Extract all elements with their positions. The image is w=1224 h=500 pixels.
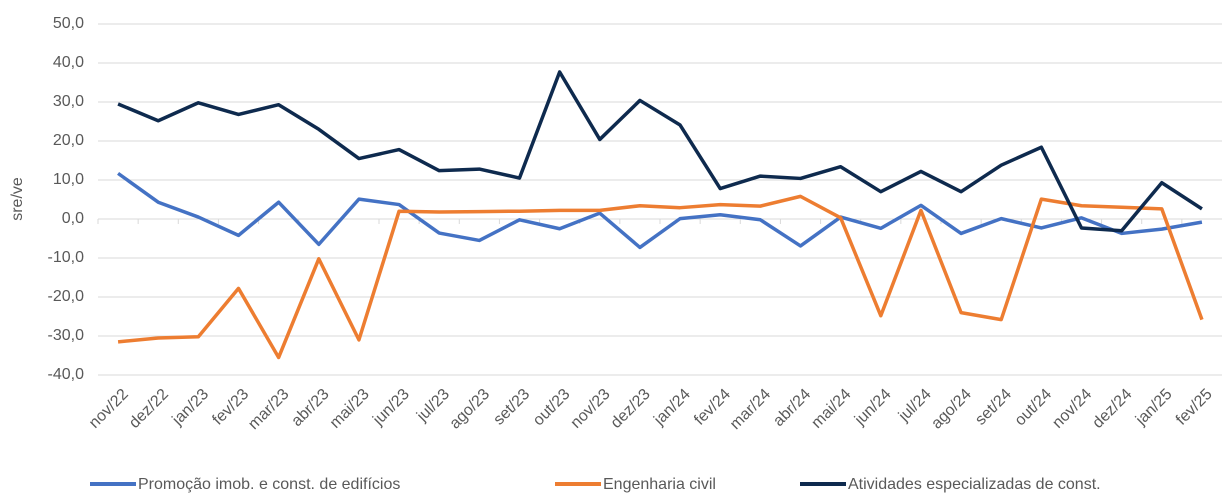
x-tick-label: jun/23: [369, 386, 413, 430]
x-tick-label: jan/24: [650, 386, 694, 430]
x-tick-label: fev/25: [1173, 386, 1216, 429]
y-tick-label: 10,0: [53, 171, 84, 188]
x-tick-label: nov/22: [86, 386, 132, 432]
y-tick-label: 30,0: [53, 93, 84, 110]
y-tick-label: 40,0: [53, 54, 84, 71]
x-tick-label: mai/23: [327, 386, 373, 432]
x-tick-label: abr/24: [770, 386, 814, 430]
y-axis-label: sre/ve: [9, 177, 26, 221]
y-tick-label: 50,0: [53, 15, 84, 32]
x-tick-label: set/23: [490, 386, 533, 429]
x-tick-label: dez/22: [126, 386, 172, 432]
y-tick-label: -30,0: [48, 327, 85, 344]
y-tick-label: -10,0: [48, 249, 85, 266]
legend-label: Engenharia civil: [603, 476, 716, 493]
x-tick-label: jan/25: [1132, 386, 1176, 430]
series-line: [117, 70, 1203, 233]
y-tick-label: -20,0: [48, 288, 85, 305]
x-tick-label: jun/24: [851, 386, 895, 430]
x-tick-label: abr/23: [288, 386, 332, 430]
x-tick-label: jan/23: [169, 386, 213, 430]
x-tick-label: dez/23: [608, 386, 654, 432]
x-tick-label: mai/24: [808, 386, 854, 432]
x-tick-label: mar/23: [245, 386, 292, 433]
y-tick-label: -40,0: [48, 366, 85, 383]
x-tick-label: out/24: [1012, 386, 1056, 430]
x-tick-label: dez/24: [1089, 386, 1135, 432]
series-line: [117, 171, 1203, 250]
series-line: [117, 194, 1204, 360]
y-tick-label: 20,0: [53, 132, 84, 149]
x-tick-label: ago/24: [928, 386, 975, 433]
x-tick-label: set/24: [972, 386, 1015, 429]
x-tick-label: nov/23: [568, 386, 614, 432]
y-tick-label: 0,0: [62, 210, 84, 227]
x-tick-label: out/23: [530, 386, 574, 430]
x-tick-label: ago/23: [447, 386, 494, 433]
x-tick-label: nov/24: [1049, 386, 1095, 432]
x-tick-label: mar/24: [727, 386, 774, 433]
legend-label: Promoção imob. e const. de edifícios: [138, 476, 400, 493]
legend-label: Atividades especializadas de const.: [848, 476, 1101, 493]
